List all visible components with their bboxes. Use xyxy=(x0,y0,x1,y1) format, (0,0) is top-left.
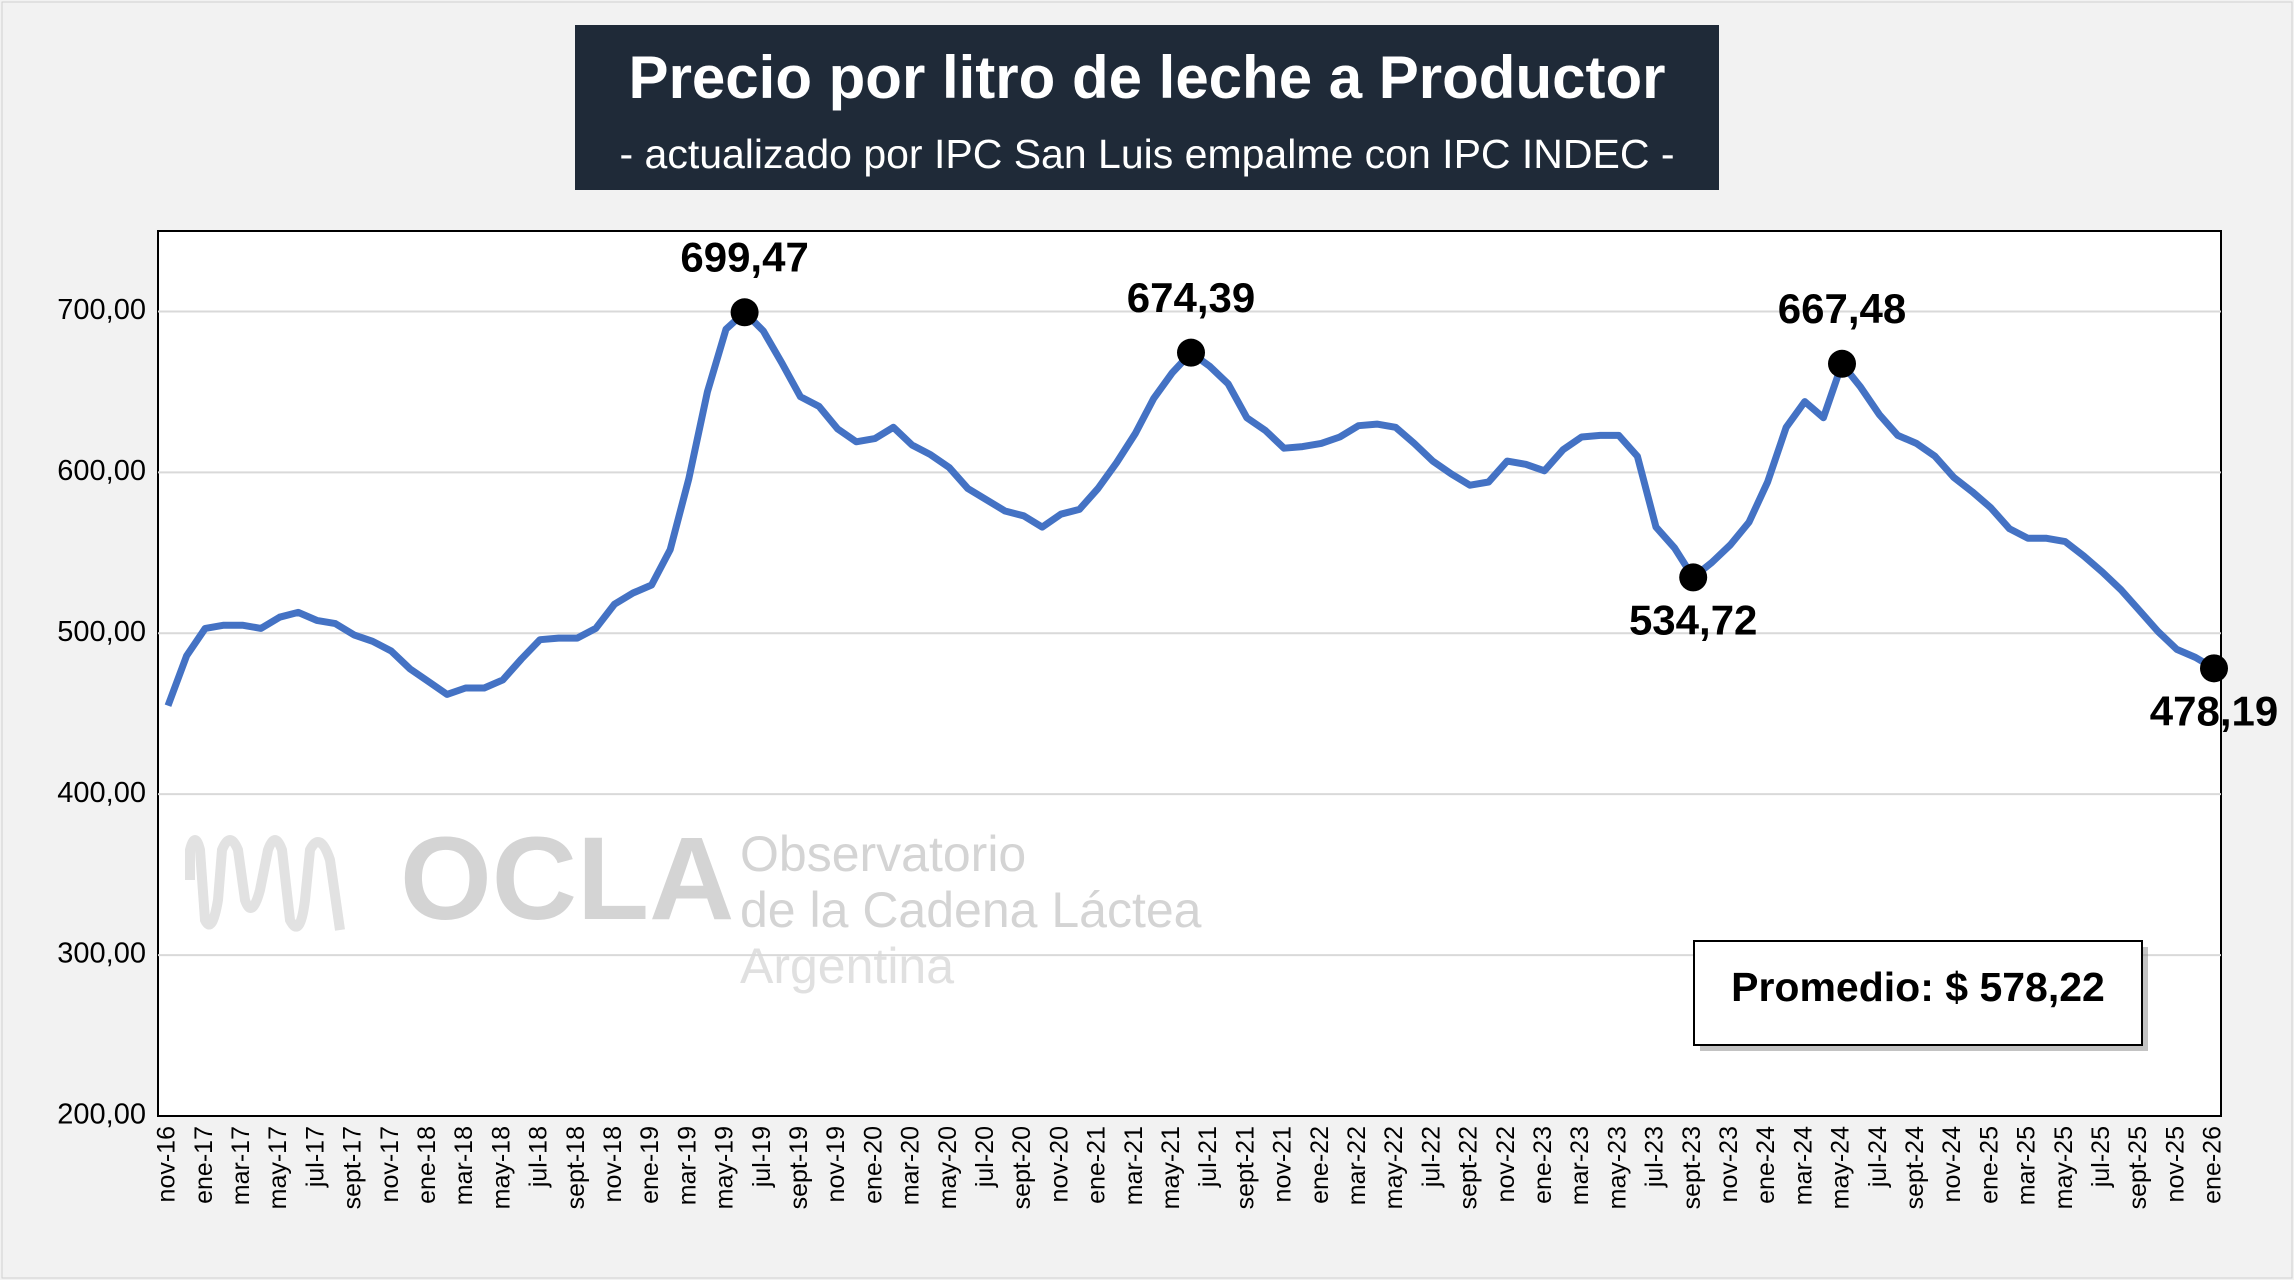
x-tick-label: ene-18 xyxy=(413,1126,441,1204)
x-tick-label: may-20 xyxy=(934,1126,962,1209)
x-tick-label: sept-19 xyxy=(785,1126,813,1209)
point-marker xyxy=(1679,563,1708,592)
x-tick-label: sept-21 xyxy=(1231,1126,1259,1209)
data-label: 667,48 xyxy=(1778,285,1906,332)
x-tick-label: nov-20 xyxy=(1045,1126,1073,1202)
x-tick-label: nov-18 xyxy=(599,1126,627,1202)
y-tick-label: 700,00 xyxy=(57,294,146,326)
x-tick-label: ene-22 xyxy=(1306,1126,1334,1204)
data-label: 699,47 xyxy=(680,233,808,280)
x-tick-label: mar-23 xyxy=(1566,1126,1594,1205)
x-tick-label: mar-25 xyxy=(2013,1126,2041,1205)
x-tick-label: sept-17 xyxy=(339,1126,367,1209)
x-tick-label: ene-21 xyxy=(1083,1126,1111,1204)
x-tick-label: sept-25 xyxy=(2124,1126,2152,1209)
watermark-text: Observatorio xyxy=(740,826,1026,882)
x-tick-label: nov-22 xyxy=(1492,1126,1520,1202)
x-tick-label: may-25 xyxy=(2050,1126,2078,1209)
plot: 200,00 300,00 400,00 500,00 600,00 700,00 nov-… xyxy=(57,233,2278,1209)
x-tick-label: may-22 xyxy=(1380,1126,1408,1209)
x-tick-label: mar-19 xyxy=(673,1126,701,1205)
watermark-icon xyxy=(185,835,345,932)
x-tick-label: ene-23 xyxy=(1529,1126,1557,1204)
y-tick-label: 500,00 xyxy=(57,616,146,648)
y-tick-label: 200,00 xyxy=(57,1099,146,1131)
x-tick-label: sept-22 xyxy=(1455,1126,1483,1209)
x-tick-label: may-18 xyxy=(487,1126,515,1209)
x-tick-label: mar-17 xyxy=(227,1126,255,1205)
x-tick-label: sept-23 xyxy=(1678,1126,1706,1209)
x-tick-label: mar-18 xyxy=(450,1126,478,1205)
point-marker xyxy=(2200,654,2228,683)
x-tick-label: jul-19 xyxy=(748,1126,776,1188)
point-marker xyxy=(1828,349,1856,378)
x-tick-label: nov-21 xyxy=(1269,1126,1297,1202)
chart-subtitle: - actualizado por IPC San Luis empalme c… xyxy=(619,131,1674,177)
x-tick-label: ene-24 xyxy=(1752,1126,1780,1204)
x-tick-label: sept-24 xyxy=(1901,1126,1929,1209)
x-tick-label: ene-19 xyxy=(636,1126,664,1204)
data-label: 674,39 xyxy=(1127,274,1255,321)
annotation-box xyxy=(1693,940,2143,1046)
watermark-text: de la Cadena Láctea xyxy=(740,882,1202,938)
title-box xyxy=(575,25,1719,190)
x-tick-label: may-24 xyxy=(1827,1126,1855,1209)
x-tick-label: jul-18 xyxy=(525,1126,553,1188)
y-tick-label: 300,00 xyxy=(57,938,146,970)
x-tick-label: may-21 xyxy=(1157,1126,1185,1209)
x-tick-label: ene-26 xyxy=(2199,1126,2227,1204)
x-tick-label: nov-19 xyxy=(822,1126,850,1202)
x-tick-label: nov-16 xyxy=(153,1126,181,1202)
x-tick-label: jul-22 xyxy=(1417,1126,1445,1188)
x-tick-label: jul-24 xyxy=(1864,1126,1892,1188)
x-tick-label: mar-21 xyxy=(1120,1126,1148,1205)
watermark-text: Argentina xyxy=(740,938,954,994)
x-tick-label: may-23 xyxy=(1603,1126,1631,1209)
x-tick-label: sept-18 xyxy=(562,1126,590,1209)
x-tick-label: mar-22 xyxy=(1343,1126,1371,1205)
watermark-logo: OCLA xyxy=(400,813,734,945)
x-tick-label: nov-17 xyxy=(376,1126,404,1202)
chart-title: Precio por litro de leche a Productor xyxy=(629,44,1666,111)
x-tick-label: jul-25 xyxy=(2087,1126,2115,1188)
y-tick-label: 400,00 xyxy=(57,777,146,809)
annotation: Promedio: $ 578,22 xyxy=(1731,964,2105,1010)
x-tick-label: may-19 xyxy=(711,1126,739,1209)
y-tick-label: 600,00 xyxy=(57,455,146,487)
x-tick-label: sept-20 xyxy=(1008,1126,1036,1209)
x-tick-label: mar-20 xyxy=(897,1126,925,1205)
x-tick-label: nov-24 xyxy=(1938,1126,1966,1203)
x-tick-label: ene-25 xyxy=(1975,1126,2003,1204)
x-tick-label: mar-24 xyxy=(1789,1126,1817,1205)
x-tick-label: jul-17 xyxy=(301,1126,329,1188)
data-label: 534,72 xyxy=(1629,596,1757,643)
x-tick-label: ene-17 xyxy=(190,1126,218,1204)
x-tick-label: nov-23 xyxy=(1715,1126,1743,1202)
data-label: 478,19 xyxy=(2150,687,2278,734)
x-tick-label: jul-20 xyxy=(971,1126,999,1188)
x-tick-label: jul-23 xyxy=(1641,1126,1669,1188)
point-marker xyxy=(730,298,759,327)
x-tick-label: nov-25 xyxy=(2161,1126,2189,1202)
x-tick-label: may-17 xyxy=(264,1126,292,1209)
x-tick-label: jul-21 xyxy=(1194,1126,1222,1188)
x-tick-label: ene-20 xyxy=(859,1126,887,1204)
point-marker xyxy=(1177,338,1205,367)
watermark: OCLA Observatorio de la Cadena Láctea Ar… xyxy=(400,813,1202,994)
